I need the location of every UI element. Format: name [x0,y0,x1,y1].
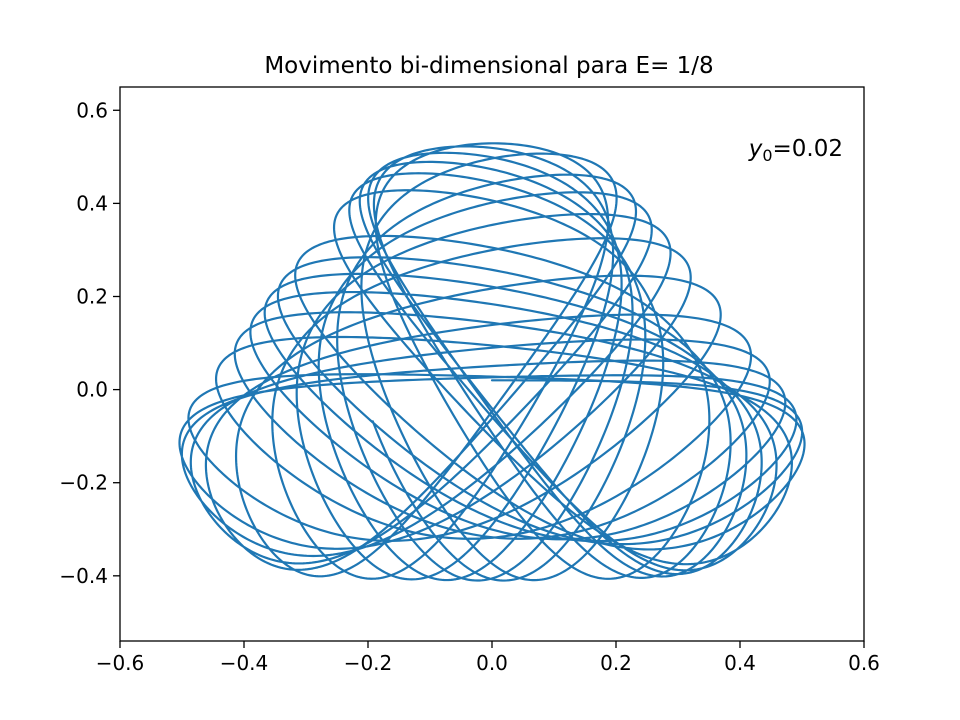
y-axis: −0.4 −0.2 0.0 0.2 0.4 0.6 [59,98,120,588]
y-tick-label: 0.0 [76,378,108,402]
x-tick-label: 0.6 [848,651,880,675]
x-tick-label: −0.2 [344,651,393,675]
x-tick-label: 0.4 [724,651,756,675]
x-axis: −0.6 −0.4 −0.2 0.0 0.2 0.4 0.6 [96,641,880,675]
y-tick-label: −0.2 [59,471,108,495]
x-tick-label: 0.2 [600,651,632,675]
trajectory-layer [178,142,806,582]
plot-area [178,142,806,582]
y-tick-label: 0.6 [76,98,108,122]
y0-annotation: y0=0.02 [748,136,843,165]
x-tick-label: −0.6 [96,651,145,675]
x-tick-label: 0.0 [476,651,508,675]
trajectory-line [178,142,806,582]
chart-title: Movimento bi-dimensional para E= 1/8 [264,53,713,79]
y-tick-label: 0.4 [76,191,108,215]
x-tick-label: −0.4 [220,651,269,675]
y-tick-label: −0.4 [59,564,108,588]
y-tick-label: 0.2 [76,284,108,308]
